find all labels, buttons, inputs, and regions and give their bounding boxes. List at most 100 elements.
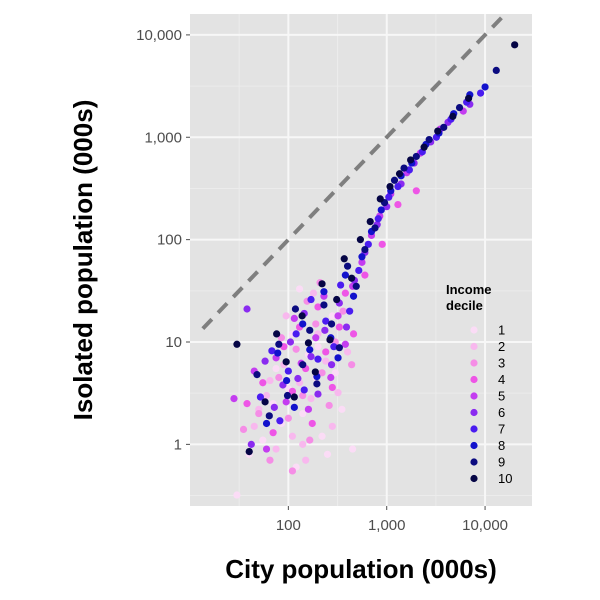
data-point [253, 371, 261, 379]
data-point [307, 295, 315, 304]
data-point [331, 369, 339, 377]
data-point [299, 440, 307, 448]
data-point [272, 364, 280, 373]
data-point [371, 224, 379, 232]
data-point [275, 373, 283, 382]
data-point [434, 127, 442, 135]
data-point [302, 456, 310, 464]
legend-key-6 [470, 408, 478, 417]
data-point [349, 292, 358, 300]
data-point [283, 376, 291, 385]
data-point [314, 390, 322, 398]
data-point [300, 386, 308, 394]
data-point [312, 334, 320, 342]
data-point [262, 445, 271, 453]
data-point [420, 143, 428, 151]
data-point [272, 445, 280, 453]
reference-line-y-equals-x [201, 12, 507, 331]
data-point [322, 317, 330, 325]
data-point [268, 347, 276, 355]
data-point [327, 320, 336, 328]
data-point [340, 255, 348, 263]
data-point [314, 303, 322, 311]
data-point [440, 123, 448, 131]
data-point [290, 393, 298, 401]
data-point [311, 368, 319, 376]
data-point [308, 419, 316, 428]
data-point [321, 326, 329, 334]
data-point [284, 414, 292, 422]
data-point [233, 491, 241, 499]
data-point [299, 409, 307, 418]
data-point [358, 253, 366, 261]
data-point [346, 307, 354, 315]
data-point [348, 274, 356, 282]
data-point [306, 346, 314, 354]
data-point [261, 357, 269, 365]
data-point [313, 380, 321, 388]
data-point [312, 320, 320, 328]
data-point [492, 66, 500, 74]
data-point [320, 301, 328, 309]
data-point [299, 391, 307, 400]
data-point [385, 193, 393, 201]
data-point [292, 345, 300, 353]
data-point [233, 340, 241, 348]
data-point [455, 103, 464, 112]
series-decile-10 [233, 41, 519, 456]
data-point [334, 389, 342, 397]
data-point [288, 387, 297, 395]
data-point [291, 305, 300, 313]
data-point [245, 447, 253, 456]
data-point [395, 170, 404, 178]
data-point [334, 354, 342, 362]
data-point [511, 41, 519, 49]
legend-key-5 [470, 392, 478, 400]
data-point [284, 367, 292, 375]
data-point [356, 236, 364, 244]
data-point [361, 245, 369, 254]
series-decile-2 [250, 289, 352, 464]
legend-label-2: 2 [498, 339, 505, 354]
legend-label-8: 8 [498, 438, 505, 453]
legend-label-3: 3 [498, 356, 505, 371]
y-tick-label: 1 [174, 436, 182, 453]
data-point [318, 280, 326, 288]
data-point [328, 383, 336, 392]
y-axis-title: Isolated population (000s) [68, 100, 98, 421]
data-point [349, 445, 357, 453]
data-point [425, 135, 433, 144]
data-point [309, 289, 318, 297]
legend-key-4 [470, 375, 478, 384]
data-point [355, 266, 363, 275]
data-point [256, 393, 265, 401]
data-point [283, 391, 292, 400]
data-point [262, 419, 271, 428]
data-point [270, 403, 278, 411]
data-point [307, 353, 315, 361]
data-point [269, 429, 277, 437]
data-point [341, 271, 349, 279]
data-point [306, 436, 314, 444]
legend-key-9 [470, 458, 478, 466]
data-point [306, 326, 314, 334]
data-point [282, 312, 290, 320]
data-point [314, 343, 322, 351]
data-point [374, 215, 382, 223]
data-point [352, 282, 360, 290]
data-point [314, 355, 322, 363]
legend-label-4: 4 [498, 372, 505, 387]
data-point [412, 187, 420, 195]
data-point [412, 152, 420, 161]
data-point [298, 312, 306, 320]
data-point [343, 262, 352, 270]
data-point [325, 401, 333, 410]
data-point [348, 361, 356, 369]
data-point [341, 289, 349, 297]
data-point [386, 182, 394, 191]
data-point [343, 348, 352, 356]
data-point [366, 218, 374, 226]
data-point [390, 176, 399, 184]
data-point [276, 417, 284, 425]
data-point [335, 344, 343, 352]
